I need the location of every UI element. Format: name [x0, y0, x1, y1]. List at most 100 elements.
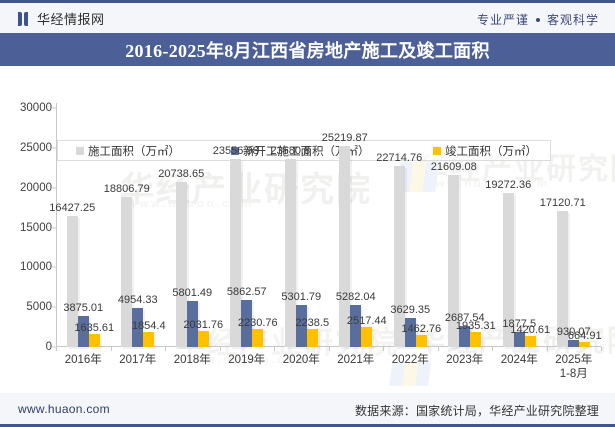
bar-series-1[interactable]: 5801.49	[172, 287, 212, 349]
bar-series-2[interactable]: 1935.31	[456, 320, 496, 349]
bar-fill	[197, 330, 209, 347]
bar-value-label: 5801.49	[172, 286, 213, 299]
bar-fill	[241, 300, 253, 347]
x-axis-tick-mark	[492, 347, 493, 351]
bar-value-label: 21609.08	[430, 160, 477, 173]
bar-series-0[interactable]: 19272.36	[485, 179, 531, 349]
bar-fill	[295, 304, 307, 347]
bar-value-label: 930.07	[556, 325, 591, 338]
bar-series-2[interactable]: 1635.61	[74, 322, 114, 349]
bar-series-1[interactable]: 5862.57	[227, 286, 267, 349]
legend-item-series-1[interactable]: 新开工施工面积（万㎡）	[231, 143, 370, 159]
page-title: 2016-2025年8月江西省房地产施工及竣工面积	[125, 40, 490, 61]
y-axis-tick-label: 25000	[20, 141, 52, 154]
x-axis-tick-label: 2023年	[446, 353, 483, 367]
legend-item-series-2[interactable]: 竣工面积（万㎡）	[433, 143, 537, 159]
bar-group: 20738.65 5801.49 2031.76 2018年	[158, 108, 223, 366]
bar-series-1[interactable]: 5282.04	[336, 291, 376, 349]
bar-group: 23580.8 5301.79 2238.5 2020年	[270, 108, 329, 366]
bar-value-label: 18806.79	[103, 183, 150, 196]
y-axis-tick-mark	[52, 346, 56, 348]
bar-fill	[66, 216, 78, 347]
bar-value-label: 20738.65	[158, 167, 205, 180]
bar-series-1[interactable]: 3629.35	[390, 304, 430, 349]
bar-series-2[interactable]: 1854.4	[132, 320, 166, 349]
bar-series-2[interactable]: 2238.5	[295, 317, 329, 349]
bar-fill	[77, 316, 89, 347]
bar-series-0[interactable]: 23556.98	[213, 145, 259, 349]
brand[interactable]: 华经情报网	[18, 9, 105, 28]
footer-site-url[interactable]: www.huaon.com	[18, 402, 110, 416]
bar-series-0[interactable]: 17120.71	[540, 197, 586, 349]
bar-fill	[393, 166, 405, 347]
bar-fill	[350, 304, 362, 347]
legend-label: 施工面积（万㎡）	[88, 145, 180, 158]
bar-series-2[interactable]: 2230.76	[238, 317, 278, 349]
bar-series-1[interactable]: 1877.5	[502, 318, 536, 349]
bar-group: 17120.71 930.07 664.91 2025年 1-8月	[540, 108, 602, 380]
bar-series-2[interactable]: 2517.44	[347, 315, 387, 349]
bar-fill	[579, 341, 591, 347]
brand-name: 华经情报网	[37, 12, 105, 27]
bar-series-1[interactable]: 3875.01	[63, 302, 103, 349]
footer-source-note: 数据来源：国家统计局，华经产业研究院整理	[354, 404, 599, 418]
bar-series-2[interactable]: 1462.76	[401, 323, 441, 349]
bar-fill	[306, 329, 318, 347]
bar-fill	[502, 193, 514, 347]
bar-fill	[284, 159, 296, 347]
bar-value-label: 3875.01	[63, 302, 104, 315]
legend-label: 新开工施工面积（万㎡）	[243, 145, 370, 158]
bar-series-1[interactable]: 5301.79	[281, 291, 321, 349]
bar-series-0[interactable]: 22714.76	[376, 152, 422, 349]
bar-series-0[interactable]: 25219.87	[322, 132, 368, 349]
x-axis	[56, 346, 601, 347]
bar-series-0[interactable]: 16427.25	[49, 202, 95, 349]
bar-series-0[interactable]: 18806.79	[104, 183, 150, 349]
x-axis-tick-label: 2016年	[65, 353, 102, 367]
bar-group: 22714.76 3629.35 1462.76 2022年	[376, 108, 441, 366]
chart-title-bar: 2016-2025年8月江西省房地产施工及竣工面积	[0, 33, 615, 66]
bar-series-1[interactable]: 4954.33	[118, 294, 158, 349]
bar-fill	[448, 174, 460, 347]
x-axis-tick-label: 2025年 1-8月	[555, 353, 592, 381]
bar-value-label: 23556.98	[212, 145, 259, 158]
bar-series-2[interactable]: 664.91	[568, 330, 602, 349]
bar-value-label: 1935.31	[455, 319, 496, 332]
bar-group: 18806.79 4954.33 1854.4 2017年	[104, 108, 166, 366]
bar-value-label: 5301.79	[281, 290, 322, 303]
dot-separator-icon	[535, 17, 540, 22]
bar-series-2[interactable]: 1420.61	[510, 324, 550, 349]
bar-value-label: 23580.8	[270, 145, 311, 158]
bar-series-1[interactable]: 2687.54	[445, 312, 485, 349]
bar-series-0[interactable]: 21609.08	[431, 161, 477, 349]
bar-value-label: 3629.35	[390, 304, 431, 317]
bar-value-label: 664.91	[567, 329, 602, 342]
bar-series-2[interactable]: 2031.76	[183, 319, 223, 349]
x-axis-tick-label-main: 2018年	[173, 354, 211, 366]
bar-fill	[404, 318, 416, 347]
y-axis-tick-label: 15000	[20, 221, 52, 234]
x-axis-tick-label-main: 2023年	[446, 354, 484, 366]
legend-swatch-icon	[433, 146, 441, 155]
bar-fill	[470, 331, 482, 347]
legend-item-series-0[interactable]: 施工面积（万㎡）	[76, 143, 180, 159]
bar-fill	[513, 332, 525, 347]
bar-value-label: 2687.54	[444, 311, 485, 324]
site-footer: www.huaon.com 数据来源：国家统计局，华经产业研究院整理	[0, 393, 615, 427]
site-header: 华经情报网 专业严谨 客观科学	[0, 0, 615, 33]
bar-group: 23556.98 5862.57 2230.76 2019年	[213, 108, 278, 366]
bar-series-1[interactable]: 930.07	[557, 326, 591, 349]
bar-series-0[interactable]: 23580.8	[270, 145, 310, 349]
x-axis-tick-mark	[328, 347, 330, 351]
bar-group: 25219.87 5282.04 2517.44 2021年	[322, 108, 387, 366]
y-axis-tick-label: 0	[45, 341, 52, 353]
bar-fill	[175, 181, 187, 347]
bar-value-label: 16427.25	[49, 202, 96, 215]
x-axis-tick-label-main: 2024年	[500, 354, 538, 366]
x-axis-tick-mark	[383, 347, 384, 351]
bar-group-bars: 18806.79 4954.33 1854.4	[104, 108, 166, 349]
bar-group-bars: 20738.65 5801.49 2031.76	[158, 108, 223, 349]
bar-series-0[interactable]: 20738.65	[158, 168, 204, 349]
plot-area: 0 5000 10000 15000 20000 25000 30000 16427.25 38…	[20, 102, 602, 380]
legend-swatch-icon	[231, 146, 239, 155]
